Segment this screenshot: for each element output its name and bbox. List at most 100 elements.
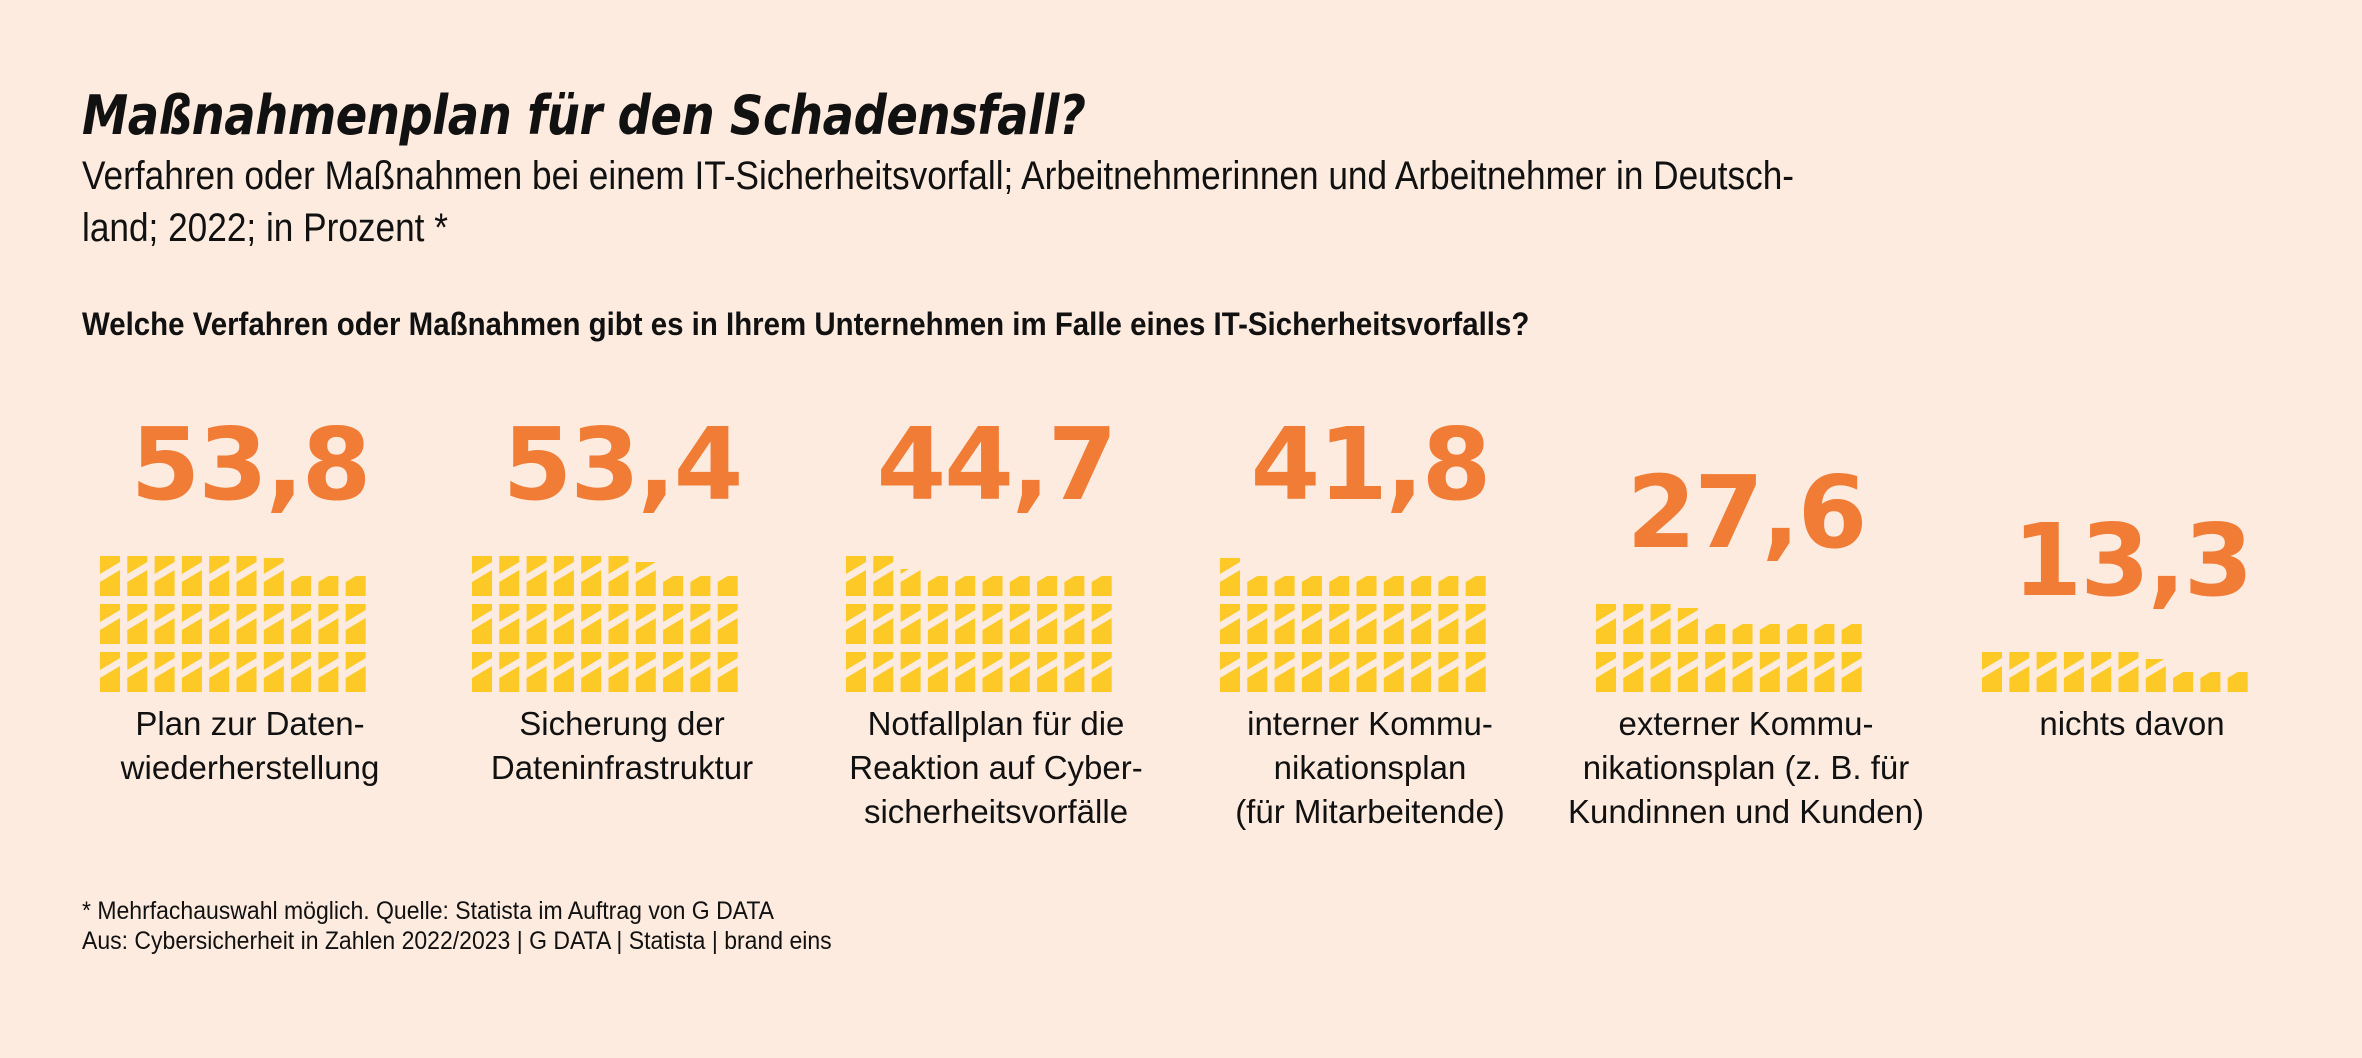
icon-unit <box>1064 604 1085 644</box>
chart-title: Maßnahmenplan für den Schadensfall? <box>82 84 1086 147</box>
icon-unit <box>181 556 202 596</box>
icon-unit <box>499 556 520 596</box>
value-label: 41,8 <box>1250 406 1492 523</box>
icon-unit <box>873 604 894 644</box>
icon-unit <box>1759 652 1780 692</box>
icon-unit <box>1247 604 1268 644</box>
icon-unit <box>1623 604 1644 644</box>
icon-unit <box>100 604 120 644</box>
category-panel: 53,8 Plan zur Daten-wiederherstellung <box>100 0 400 1058</box>
value-label: 53,4 <box>502 406 744 523</box>
icon-unit <box>263 652 284 692</box>
icon-unit <box>717 652 738 692</box>
icon-unit <box>635 604 656 644</box>
category-panel: 44,7 Notfallplan für die Reaktion auf Cybe… <box>846 0 1146 1058</box>
icon-unit <box>209 556 230 596</box>
icon-unit <box>2200 672 2221 692</box>
icon-unit <box>1732 624 1753 644</box>
icon-unit <box>553 652 574 692</box>
icon-unit <box>1732 652 1753 692</box>
category-label: nichts davon <box>1942 702 2322 746</box>
icon-unit <box>608 652 629 692</box>
icon-unit <box>1037 652 1058 692</box>
icon-unit <box>100 652 120 692</box>
icon-unit <box>1220 652 1240 692</box>
icon-unit <box>846 652 866 692</box>
icon-unit <box>1356 576 1377 596</box>
category-label: Notfallplan für die Reaktion auf Cyber-si… <box>806 702 1186 834</box>
icon-unit <box>927 652 948 692</box>
icon-unit <box>873 652 894 692</box>
icon-unit <box>154 604 175 644</box>
icon-unit <box>499 652 520 692</box>
icon-unit <box>1037 576 1058 596</box>
icon-unit <box>690 604 711 644</box>
icon-unit <box>1009 576 1030 596</box>
icon-unit <box>291 652 312 692</box>
value-label: 13,3 <box>2012 502 2254 619</box>
icon-unit <box>1465 652 1486 692</box>
value-label: 27,6 <box>1626 454 1868 571</box>
icon-unit <box>1759 624 1780 644</box>
icon-unit <box>927 604 948 644</box>
category-label-line: Kundinnen und Kunden) <box>1568 793 1924 830</box>
icon-unit <box>1814 624 1835 644</box>
icon-unit <box>1301 576 1322 596</box>
icon-unit <box>526 556 547 596</box>
icon-unit <box>345 576 366 596</box>
icon-unit <box>1091 604 1112 644</box>
category-label: externer Kommu-nikationsplan (z. B. für K… <box>1556 702 1936 834</box>
source-line: Aus: Cybersicherheit in Zahlen 2022/2023… <box>82 927 832 955</box>
icon-unit <box>1329 576 1350 596</box>
icon-unit <box>1596 652 1616 692</box>
icon-unit <box>1329 604 1350 644</box>
icon-unit <box>1009 652 1030 692</box>
icon-unit <box>982 576 1003 596</box>
icon-unit <box>1247 652 1268 692</box>
icon-unit <box>2009 652 2030 692</box>
category-label-line: Dateninfrastruktur <box>490 749 754 786</box>
icon-grid <box>846 556 1112 692</box>
icon-unit <box>1438 604 1459 644</box>
category-panel: 41,8 interner Kommu-nikationsplan (für Mit… <box>1220 0 1520 1058</box>
value-label: 44,7 <box>876 406 1118 523</box>
icon-unit <box>472 604 492 644</box>
icon-unit <box>581 652 602 692</box>
icon-unit <box>1274 652 1295 692</box>
category-label-line: (für Mitarbeitende) <box>1235 793 1505 830</box>
icon-unit <box>663 652 684 692</box>
icon-unit <box>2091 652 2112 692</box>
icon-unit <box>318 576 339 596</box>
icon-unit <box>1301 604 1322 644</box>
icon-unit <box>1814 652 1835 692</box>
icon-unit <box>2145 659 2166 692</box>
icon-unit <box>1465 576 1486 596</box>
icon-unit <box>154 652 175 692</box>
category-label-line: interner Kommu- <box>1247 705 1493 742</box>
icon-unit <box>291 576 312 596</box>
icon-unit <box>127 652 148 692</box>
icon-unit <box>581 556 602 596</box>
icon-unit <box>982 652 1003 692</box>
category-label: Sicherung der Dateninfrastruktur <box>432 702 812 790</box>
category-panel: 27,6 externer Kommu-nikationsplan (z. B. … <box>1568 0 1924 1058</box>
icon-unit <box>690 652 711 692</box>
icon-unit <box>608 556 629 596</box>
icon-unit <box>1091 652 1112 692</box>
icon-unit <box>982 604 1003 644</box>
footnote: * Mehrfachauswahl möglich. Quelle: Stati… <box>82 897 775 925</box>
icon-unit <box>2227 672 2248 692</box>
icon-unit <box>263 558 284 596</box>
icon-unit <box>900 652 921 692</box>
icon-unit <box>1438 576 1459 596</box>
icon-unit <box>1220 558 1240 596</box>
icon-unit <box>100 556 120 596</box>
icon-grid <box>472 556 738 692</box>
icon-unit <box>1438 652 1459 692</box>
icon-unit <box>1383 604 1404 644</box>
category-label: Plan zur Daten-wiederherstellung <box>60 702 440 790</box>
icon-unit <box>345 604 366 644</box>
icon-unit <box>1841 652 1862 692</box>
chart-subtitle: Verfahren oder Maßnahmen bei einem IT-Si… <box>82 150 2212 254</box>
icon-unit <box>1064 652 1085 692</box>
